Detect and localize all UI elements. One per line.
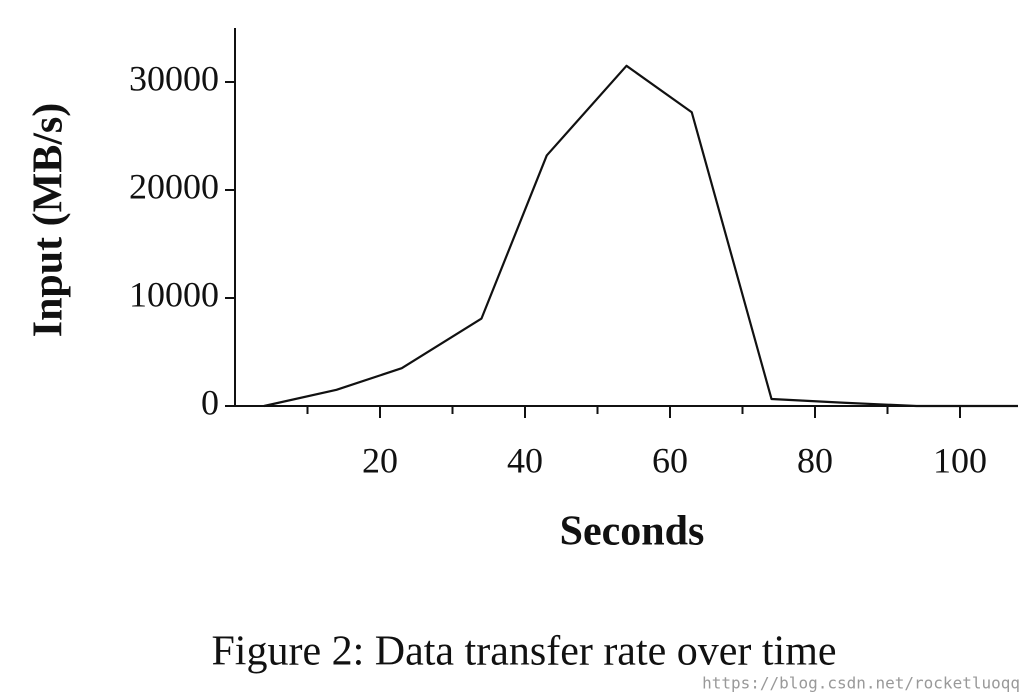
x-tick-label: 80 xyxy=(797,440,833,480)
x-tick-label: 40 xyxy=(507,440,543,480)
y-axis-label: Input (MB/s) xyxy=(26,103,72,338)
x-axis-label: Seconds xyxy=(560,509,705,555)
watermark: https://blog.csdn.net/rocketluoqq xyxy=(702,674,1020,693)
y-tick-label: 10000 xyxy=(129,274,219,314)
caption: Figure 2: Data transfer rate over time xyxy=(211,629,836,675)
y-tick-label: 0 xyxy=(201,382,219,422)
data-line xyxy=(263,64,1018,408)
x-tick-label: 100 xyxy=(933,440,987,480)
y-tick-label: 30000 xyxy=(129,58,219,98)
x-tick-label: 60 xyxy=(652,440,688,480)
y-tick-label: 20000 xyxy=(129,166,219,206)
x-tick-label: 20 xyxy=(362,440,398,480)
